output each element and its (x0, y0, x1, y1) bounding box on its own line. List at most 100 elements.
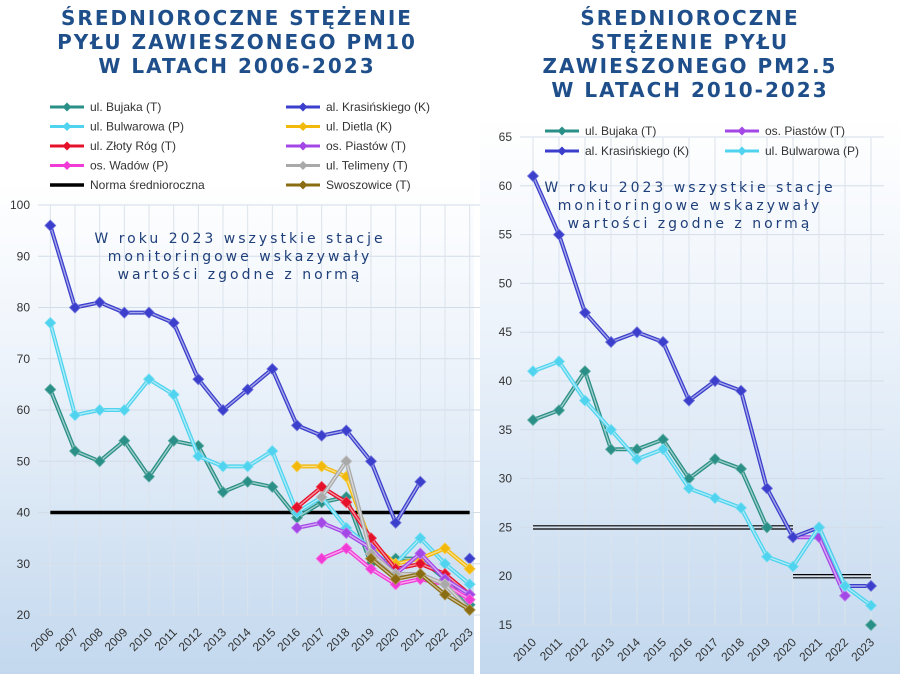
series-line-highlight (532, 370, 768, 528)
pm25-chart-title: ŚREDNIOROCZNE STĘŻENIE PYŁU ZAWIESZONEGO… (480, 6, 900, 102)
legend-label: os. Piastów (T) (326, 139, 406, 153)
data-point-marker (315, 429, 328, 442)
data-point-marker (290, 501, 304, 514)
data-point-marker (708, 374, 722, 388)
legend-label: ul. Telimeny (T) (326, 159, 408, 173)
annotation-text: wartości zgodne z normą (568, 216, 813, 232)
legend-label: al. Krasińskiego (K) (585, 144, 689, 158)
data-point-marker (578, 306, 592, 319)
legend-swatch-marker (298, 161, 308, 170)
data-point-marker (340, 424, 353, 437)
legend-label: os. Wadów (P) (90, 159, 168, 173)
data-point-marker (216, 460, 230, 473)
data-point-marker (760, 521, 774, 534)
data-point-marker (389, 516, 402, 529)
data-point-marker (364, 455, 378, 468)
data-point-marker (68, 301, 82, 314)
legend-label: Swoszowice (T) (326, 178, 411, 192)
data-point-marker (656, 335, 670, 349)
series-line-highlight (532, 360, 872, 607)
data-point-marker (118, 434, 131, 447)
data-point-marker (708, 453, 722, 466)
y-tick-label: 40 (17, 506, 31, 520)
data-point-marker (760, 550, 774, 563)
plot-background (0, 180, 474, 674)
legend-label: al. Krasińskiego (K) (326, 100, 430, 114)
y-tick-label: 20 (499, 569, 513, 583)
data-point-marker (364, 552, 378, 565)
data-point-marker (552, 228, 566, 241)
legend-label: os. Piastów (T) (765, 124, 845, 138)
y-tick-label: 90 (17, 249, 31, 263)
data-point-marker (192, 450, 205, 463)
legend-label: ul. Bujaka (T) (585, 124, 656, 138)
legend-swatch-marker (737, 146, 747, 156)
data-point-marker (414, 532, 427, 545)
annotation-text: W roku 2023 wszystkie stacje (94, 231, 385, 247)
data-point-marker (604, 423, 618, 436)
data-point-marker (389, 573, 402, 586)
data-point-marker (414, 567, 427, 581)
data-point-marker (864, 579, 878, 593)
y-tick-label: 15 (499, 618, 513, 632)
data-point-marker (192, 373, 205, 386)
data-point-marker (682, 394, 696, 407)
legend-swatch-marker (62, 141, 72, 151)
data-point-marker (216, 403, 230, 417)
annotation-text: monitoringowe wskazywały (558, 198, 823, 214)
data-point-marker (142, 470, 156, 483)
legend-swatch-marker (737, 126, 747, 136)
data-point-marker (315, 491, 328, 504)
pm10-title-line: ŚREDNIOROCZNE STĘŻENIE (61, 6, 413, 30)
annotation-text: wartości zgodne z normą (118, 267, 363, 283)
y-tick-label: 60 (17, 403, 31, 417)
data-point-marker (118, 306, 131, 319)
data-point-marker (167, 316, 180, 329)
legend-swatch-marker (298, 102, 308, 112)
data-point-marker (760, 482, 774, 495)
y-tick-label: 30 (499, 472, 513, 486)
data-point-marker (315, 552, 328, 565)
data-point-marker (93, 455, 106, 468)
data-point-marker (68, 444, 82, 458)
y-tick-label: 30 (17, 557, 31, 571)
data-point-marker (340, 526, 353, 540)
pm25-title-line: W LATACH 2010-2023 (551, 78, 829, 102)
data-point-marker (708, 492, 722, 505)
y-tick-label: 40 (499, 374, 513, 388)
data-point-marker (604, 335, 618, 349)
pm25-chart-svg: 1520253035404550556065201020112012201320… (480, 118, 900, 674)
data-point-marker (266, 480, 279, 493)
data-point-marker (241, 475, 254, 488)
data-point-marker (142, 373, 156, 386)
data-point-marker (438, 542, 452, 555)
data-point-marker (167, 434, 180, 447)
data-point-marker (216, 485, 230, 499)
pm10-chart-panel: ŚREDNIOROCZNE STĘŻENIE PYŁU ZAWIESZONEGO… (0, 6, 482, 674)
data-point-marker (656, 443, 670, 456)
legend-swatch-marker (62, 102, 72, 112)
y-tick-label: 80 (17, 301, 31, 315)
pm25-title-line: ZAWIESZONEGO PM2.5 (542, 54, 838, 78)
data-point-marker (241, 383, 254, 396)
data-point-marker (786, 560, 800, 573)
data-point-marker (463, 603, 476, 616)
data-point-marker (734, 384, 748, 397)
data-point-marker (315, 460, 328, 473)
data-point-marker (682, 482, 696, 495)
data-point-marker (266, 362, 279, 376)
annotation-text: monitoringowe wskazywały (108, 249, 373, 265)
data-point-marker (414, 475, 427, 488)
legend-label: ul. Bulwarowa (P) (765, 144, 859, 158)
data-point-marker (838, 589, 852, 602)
legend-swatch-marker (557, 126, 567, 136)
data-point-marker (838, 579, 852, 593)
pm10-title-line: PYŁU ZAWIESZONEGO PM10 (57, 30, 417, 54)
data-point-marker (167, 388, 180, 401)
y-tick-label: 60 (499, 179, 513, 193)
y-tick-label: 65 (499, 130, 513, 144)
pm10-chart-svg: 2030405060708090100200620072008200920102… (0, 100, 482, 674)
data-point-marker (340, 542, 353, 555)
data-point-marker (864, 618, 878, 632)
